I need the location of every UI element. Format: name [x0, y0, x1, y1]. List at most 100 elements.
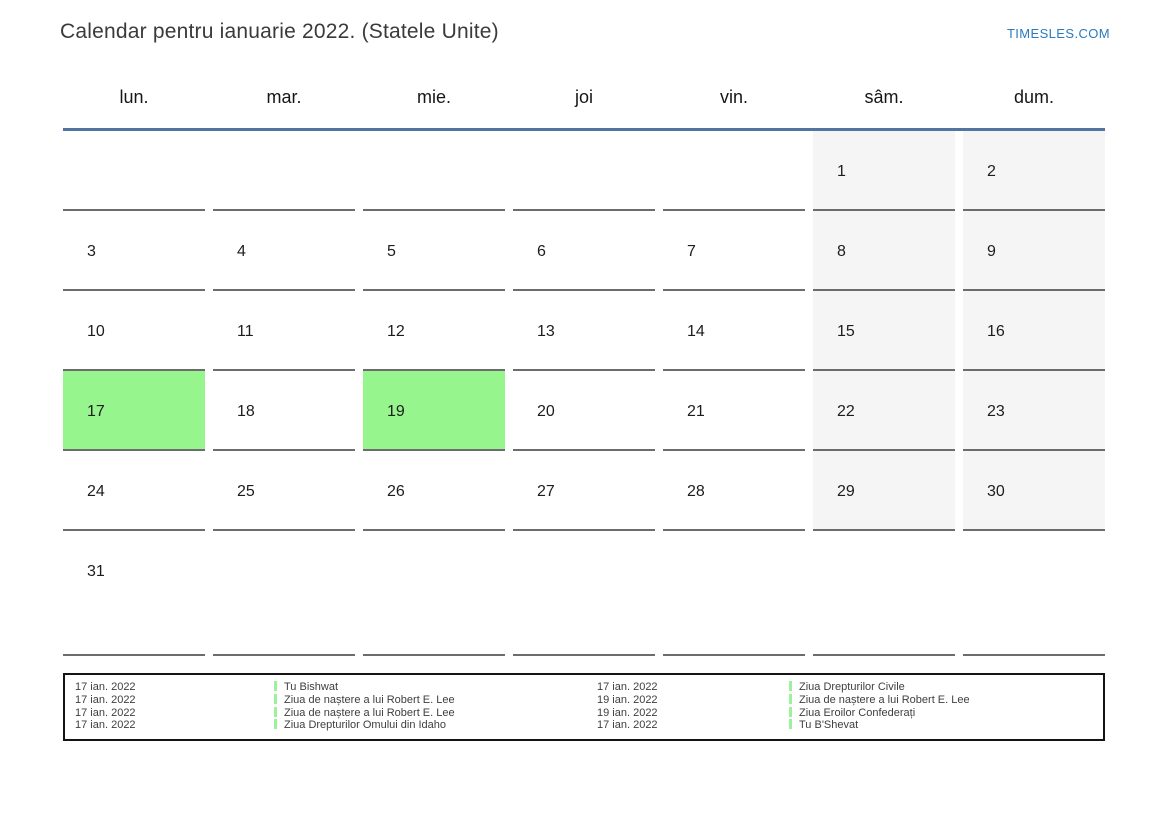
day-cell-31: 31: [63, 531, 205, 656]
day-cell-empty: [813, 531, 955, 656]
weekday-header-mar: mar.: [266, 87, 302, 107]
legend-event: Ziua Drepturilor Omului din Idaho: [274, 719, 597, 732]
event-marker-icon: [274, 719, 277, 730]
legend-date: 19 ian. 2022: [597, 706, 658, 719]
weekday-header-vin: vin.: [719, 87, 748, 107]
day-cell-24: 24: [63, 451, 205, 531]
event-marker-icon: [274, 693, 277, 704]
legend-date: 17 ian. 2022: [75, 719, 136, 732]
event-marker-icon: [789, 681, 792, 691]
day-number: 23: [987, 403, 1005, 420]
legend-date: 19 ian. 2022: [597, 693, 658, 706]
event-marker-icon: [274, 681, 277, 691]
day-number: 30: [987, 483, 1005, 500]
day-number: 6: [537, 243, 546, 260]
day-cell-9: 9: [963, 211, 1105, 291]
day-number: 15: [837, 323, 855, 340]
legend-date: 17 ian. 2022: [75, 706, 136, 719]
day-number: 7: [687, 243, 696, 260]
legend-date: 17 ian. 2022: [597, 719, 658, 732]
legend-row: 17 ian. 2022 Ziua de naștere a lui Robert…: [65, 706, 1103, 720]
day-number: 12: [387, 323, 405, 340]
day-number: 28: [687, 483, 705, 500]
day-cell-23: 23: [963, 371, 1105, 451]
legend-event: Ziua de naștere a lui Robert E. Lee: [789, 693, 1103, 707]
day-cell-27: 27: [513, 451, 655, 531]
day-cell-10: 10: [63, 291, 205, 371]
brand-link[interactable]: TIMESLES.COM: [1006, 26, 1110, 41]
day-number: 21: [687, 403, 705, 420]
day-number: 22: [837, 403, 855, 420]
day-cell-13: 13: [513, 291, 655, 371]
day-cell-30: 30: [963, 451, 1105, 531]
day-number: 27: [537, 483, 555, 500]
legend-event-label: Tu B'Shevat: [799, 719, 859, 732]
weekday-header-dum: dum.: [1013, 87, 1055, 107]
day-number: 9: [987, 243, 996, 260]
day-cell-1: 1: [813, 131, 955, 211]
legend-event: Tu Bishwat: [274, 681, 597, 694]
month-calendar: lun. mar. mie. joi vin. sâm. dum. 1 2 3 4 5 6 7 8 9 10 1…: [63, 75, 1105, 656]
day-number: 24: [87, 483, 105, 500]
day-number: 16: [987, 323, 1005, 340]
event-marker-icon: [789, 706, 792, 717]
day-cell-15: 15: [813, 291, 955, 371]
day-number: 14: [687, 323, 705, 340]
day-cell-empty: [63, 131, 205, 211]
weekday-header-joi: joi: [574, 87, 593, 107]
weekday-header-mie: mie.: [416, 87, 451, 107]
day-cell-empty: [513, 531, 655, 656]
legend-event-label: Ziua de naștere a lui Robert E. Lee: [284, 706, 455, 719]
day-number: 18: [237, 403, 255, 420]
day-cell-empty: [213, 131, 355, 211]
legend-date: 17 ian. 2022: [75, 681, 136, 693]
day-number: 3: [87, 243, 96, 260]
legend-event: Ziua Drepturilor Civile: [789, 681, 1103, 694]
day-cell-4: 4: [213, 211, 355, 291]
holiday-legend: 17 ian. 2022 Tu Bishwat 17 ian. 2022 Ziua D…: [63, 673, 1105, 742]
calendar-grid: 1 2 3 4 5 6 7 8 9 10 11 12 13 14 15 16 17 18 19 20 21 22 23 24 2…: [63, 131, 1105, 656]
day-number: 2: [987, 163, 996, 180]
legend-event-label: Ziua de naștere a lui Robert E. Lee: [799, 693, 970, 706]
day-cell-8: 8: [813, 211, 955, 291]
day-cell-21: 21: [663, 371, 805, 451]
day-number: 25: [237, 483, 255, 500]
legend-event: Ziua de naștere a lui Robert E. Lee: [274, 706, 597, 720]
day-cell-25: 25: [213, 451, 355, 531]
legend-event-label: Tu Bishwat: [284, 681, 339, 693]
legend-date: 17 ian. 2022: [597, 681, 658, 693]
day-cell-empty: [213, 531, 355, 656]
day-cell-empty: [663, 531, 805, 656]
day-number: 1: [837, 163, 846, 180]
page-header: Calendar pentru ianuarie 2022. (Statele …: [60, 20, 1110, 44]
day-cell-empty: [663, 131, 805, 211]
day-cell-2: 2: [963, 131, 1105, 211]
legend-event-label: Ziua Drepturilor Civile: [799, 681, 905, 693]
day-number: 11: [237, 323, 254, 340]
day-number: 31: [87, 563, 105, 580]
legend-event-label: Ziua de naștere a lui Robert E. Lee: [284, 693, 455, 706]
legend-row: 17 ian. 2022 Ziua Drepturilor Omului din …: [65, 719, 1103, 732]
day-cell-19: 19: [363, 371, 505, 451]
day-number: 20: [537, 403, 555, 420]
day-number: 5: [387, 243, 396, 260]
day-number: 29: [837, 483, 855, 500]
day-number: 13: [537, 323, 555, 340]
day-cell-12: 12: [363, 291, 505, 371]
day-cell-7: 7: [663, 211, 805, 291]
legend-event: Ziua de naștere a lui Robert E. Lee: [274, 693, 597, 707]
legend-date: 17 ian. 2022: [75, 693, 136, 706]
weekday-header-sâm: sâm.: [864, 87, 904, 107]
legend-row: 17 ian. 2022 Tu Bishwat 17 ian. 2022 Ziua D…: [65, 681, 1103, 694]
day-cell-3: 3: [63, 211, 205, 291]
day-number: 8: [837, 243, 846, 260]
event-marker-icon: [789, 719, 792, 730]
day-cell-6: 6: [513, 211, 655, 291]
day-cell-empty: [363, 131, 505, 211]
day-number: 4: [237, 243, 246, 260]
day-number: 10: [87, 323, 105, 340]
day-cell-29: 29: [813, 451, 955, 531]
page-title: Calendar pentru ianuarie 2022. (Statele …: [60, 20, 499, 43]
day-cell-20: 20: [513, 371, 655, 451]
legend-event-label: Ziua Eroilor Confederați: [799, 706, 916, 719]
